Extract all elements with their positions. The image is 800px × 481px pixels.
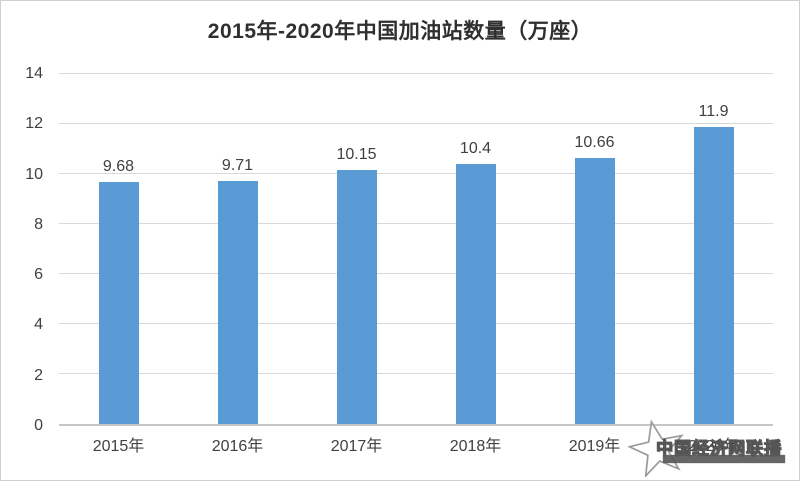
y-tick-label: 14 <box>25 65 43 82</box>
bar-value-label: 9.71 <box>221 157 254 175</box>
bar <box>574 157 615 424</box>
x-tick-label: 2019年 <box>568 438 621 455</box>
plot-area: 9.68 9.71 10.15 10.4 10.66 11.9 <box>59 73 773 426</box>
bar <box>217 181 258 424</box>
bar-group: 10.4 <box>416 74 535 424</box>
gridline <box>59 373 773 374</box>
y-tick-label: 8 <box>34 215 43 233</box>
x-tick-label: 2017年 <box>330 438 383 455</box>
bars: 9.68 9.71 10.15 10.4 10.66 11.9 <box>59 74 773 424</box>
y-tick-label: 4 <box>34 316 43 334</box>
x-axis-labels: 2015年 2016年 2017年 2018年 2019年 2020年 <box>59 434 773 460</box>
bar-group: 9.71 <box>178 74 297 424</box>
bar-group: 10.15 <box>297 74 416 424</box>
x-tick-label: 2016年 <box>211 438 264 455</box>
gridline <box>59 123 773 124</box>
gridline <box>59 223 773 224</box>
y-tick-label: 6 <box>34 266 43 284</box>
x-tick-label: 2018年 <box>449 438 502 455</box>
bar <box>693 126 734 424</box>
bar-value-label: 10.15 <box>336 146 377 164</box>
bar-value-label: 10.66 <box>574 133 615 151</box>
y-tick-label: 12 <box>25 115 43 133</box>
chart-title: 2015年-2020年中国加油站数量（万座） <box>207 20 593 43</box>
bar <box>455 164 496 424</box>
gridline <box>59 73 773 74</box>
bar-value-label: 11.9 <box>698 102 729 120</box>
y-tick-label: 0 <box>34 417 43 434</box>
y-tick-label: 2 <box>34 366 43 384</box>
gridline <box>59 273 773 274</box>
y-tick-label: 10 <box>25 165 43 183</box>
bar <box>336 170 377 424</box>
bar-group: 11.9 <box>654 74 773 424</box>
gridline <box>59 323 773 324</box>
y-axis-labels: 0 2 4 6 8 10 12 14 <box>1 66 49 434</box>
bar <box>98 182 139 424</box>
x-tick-label: 2015年 <box>92 438 145 455</box>
x-tick-label: 2020年 <box>687 438 740 455</box>
bar-group: 10.66 <box>535 74 654 424</box>
bar-value-label: 9.68 <box>102 158 135 175</box>
gridline <box>59 173 773 174</box>
bar-value-label: 10.4 <box>459 140 492 157</box>
bar-group: 9.68 <box>59 74 178 424</box>
